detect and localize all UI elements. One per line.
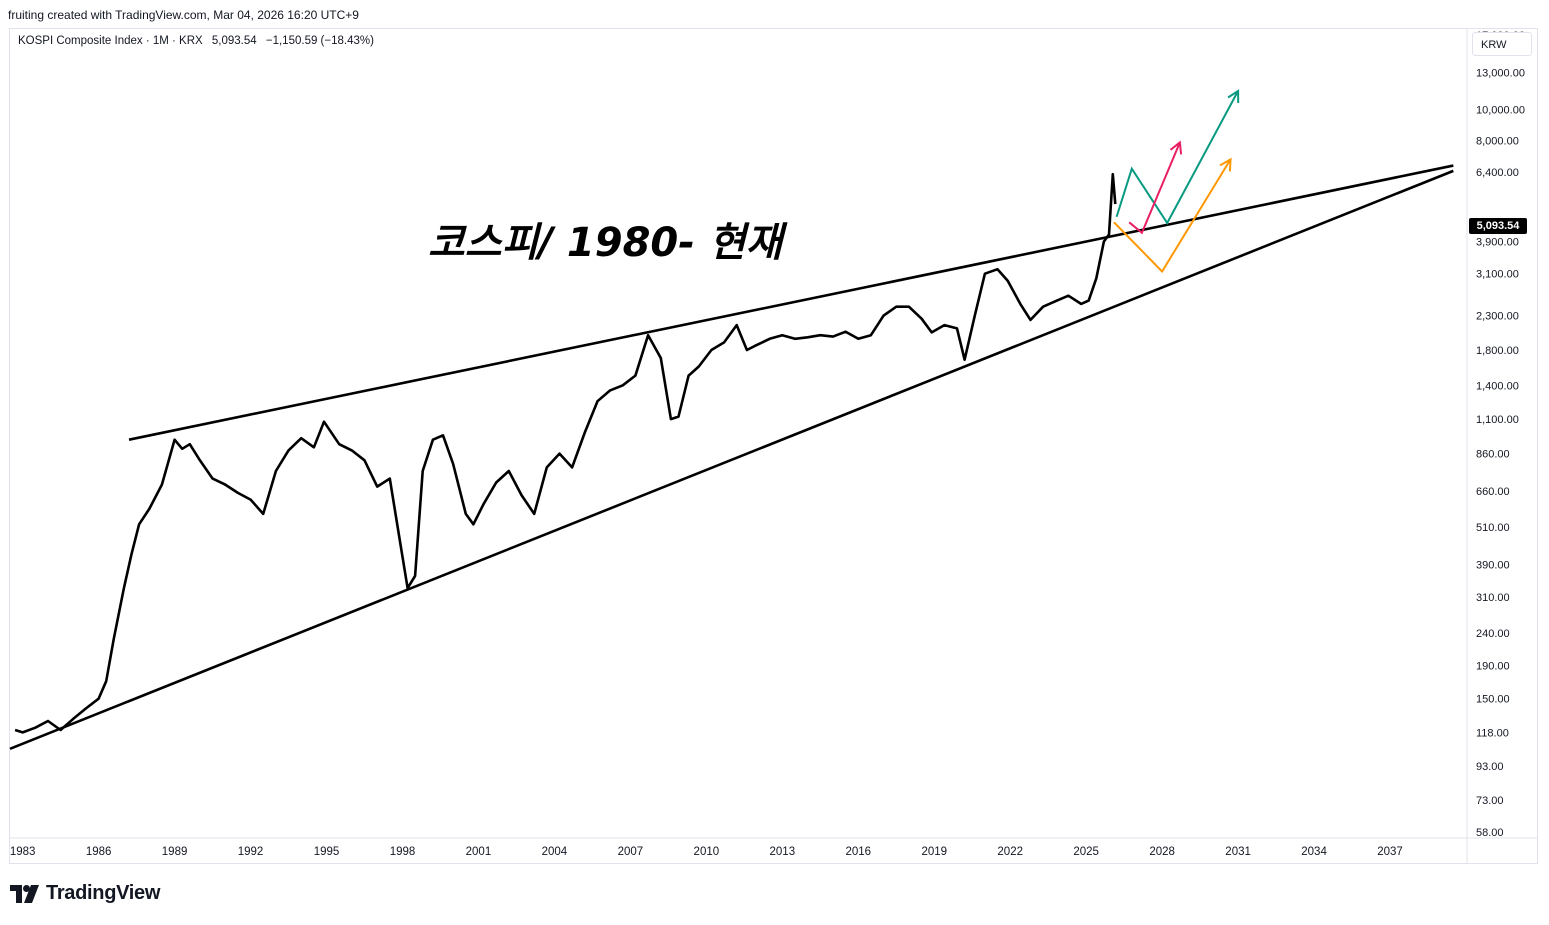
x-tick-label: 2022	[997, 846, 1023, 858]
x-tick-label: 2037	[1377, 846, 1403, 858]
y-tick-label: 6,400.00	[1476, 167, 1519, 179]
price-series	[14, 172, 1117, 734]
currency-selector[interactable]: KRW	[1472, 32, 1532, 56]
symbol-legend: KOSPI Composite Index · 1M · KRX 5,093.5…	[18, 35, 374, 47]
x-tick-label: 2007	[618, 846, 644, 858]
x-tick-label: 2019	[921, 846, 947, 858]
projection-orange-arrowhead	[1219, 157, 1232, 172]
y-tick-label: 13,000.00	[1476, 68, 1525, 80]
x-tick-label: 2031	[1225, 846, 1251, 858]
x-tick-label: 1992	[238, 846, 264, 858]
tradingview-logo[interactable]: TradingView	[10, 882, 160, 905]
y-tick-label: 73.00	[1476, 795, 1504, 807]
projection-arrows	[1113, 89, 1240, 274]
trendlines	[9, 164, 1454, 750]
y-tick-label: 510.00	[1476, 522, 1510, 534]
y-tick-label: 3,900.00	[1476, 236, 1519, 248]
y-tick-label: 93.00	[1476, 761, 1504, 773]
y-tick-label: 58.00	[1476, 827, 1504, 839]
x-tick-label: 2028	[1149, 846, 1175, 858]
symbol-name: KOSPI Composite Index · 1M · KRX	[18, 35, 203, 47]
projection-green-arrowhead	[1227, 89, 1240, 103]
x-tick-label: 2034	[1301, 846, 1327, 858]
y-tick-label: 8,000.00	[1476, 136, 1519, 148]
trendline-lower[interactable]	[9, 169, 1454, 750]
x-tick-label: 1998	[390, 846, 416, 858]
x-tick-label: 1989	[162, 846, 188, 858]
trendline-upper[interactable]	[128, 164, 1454, 441]
x-tick-label: 1995	[314, 846, 340, 858]
price-line[interactable]	[14, 172, 1117, 734]
x-tick-label: 2025	[1073, 846, 1099, 858]
last-price-tag: 5,093.54	[1469, 218, 1527, 234]
y-tick-label: 3,100.00	[1476, 269, 1519, 281]
time-axis: 1983 1986 1989 1992 1995 1998 2001 2004 2007 2010…	[10, 846, 1403, 858]
x-tick-label: 2016	[845, 846, 871, 858]
price-change: −1,150.59 (−18.43%)	[265, 35, 374, 47]
x-tick-label: 2013	[770, 846, 796, 858]
chart-header: fruiting created with TradingView.com, M…	[8, 8, 359, 22]
y-tick-label: 118.00	[1476, 727, 1509, 739]
y-tick-label: 390.00	[1476, 560, 1510, 572]
projection-green[interactable]	[1115, 90, 1239, 225]
chart-frame	[9, 28, 1538, 864]
x-tick-label: 2001	[466, 846, 492, 858]
chart-annotation[interactable]: 코스피/ 1980- 현재	[428, 220, 783, 266]
last-price: 5,093.54	[211, 35, 257, 47]
x-tick-label: 2010	[694, 846, 720, 858]
x-tick-label: 1986	[86, 846, 112, 858]
x-tick-label: 1983	[10, 846, 36, 858]
y-tick-label: 860.00	[1476, 449, 1510, 461]
y-tick-label: 150.00	[1476, 694, 1510, 706]
projection-orange[interactable]	[1113, 158, 1232, 274]
projection-pink[interactable]	[1128, 142, 1181, 235]
tradingview-logo-icon	[10, 884, 39, 903]
y-tick-label: 2,300.00	[1476, 311, 1519, 323]
y-tick-label: 240.00	[1476, 628, 1510, 640]
projection-pink-arrowhead	[1169, 140, 1183, 155]
y-tick-label: 1,400.00	[1476, 380, 1519, 392]
y-tick-label: 660.00	[1476, 486, 1510, 498]
y-tick-label: 310.00	[1476, 592, 1510, 604]
x-tick-label: 2004	[542, 846, 568, 858]
y-tick-label: 10,000.00	[1476, 104, 1525, 116]
y-tick-label: 190.00	[1476, 661, 1510, 673]
logo-text: TradingView	[46, 882, 161, 904]
y-tick-label: 1,800.00	[1476, 345, 1519, 357]
price-axis: 17,000.0013,000.0010,000.008,000.006,400…	[1476, 30, 1525, 839]
y-tick-label: 1,100.00	[1476, 414, 1519, 426]
